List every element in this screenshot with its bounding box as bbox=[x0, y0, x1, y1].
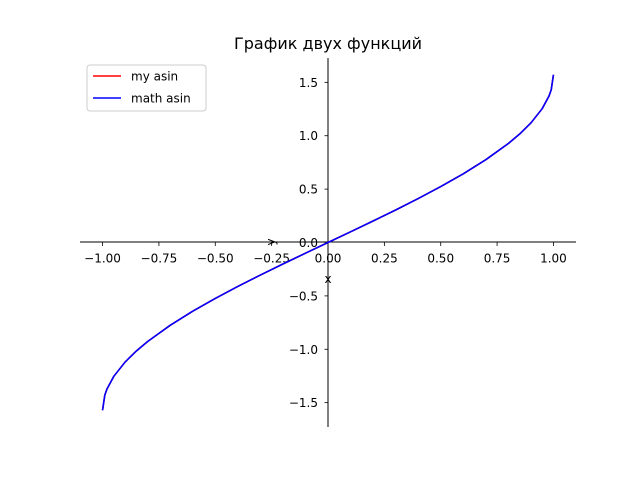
y-ticks: −1.5 −1.0 −0.5 0.0 0.5 1.0 1.5 bbox=[289, 76, 328, 410]
x-tick-label: 0.25 bbox=[371, 252, 398, 266]
x-axis-label: x bbox=[324, 272, 331, 286]
y-axis-label: y bbox=[264, 238, 278, 245]
y-tick-label: 0.5 bbox=[299, 183, 318, 197]
x-tick-label: 0.00 bbox=[315, 252, 342, 266]
y-tick-label: −0.5 bbox=[289, 289, 318, 303]
y-tick-label: 1.5 bbox=[299, 76, 318, 90]
x-tick-label: −0.25 bbox=[253, 252, 290, 266]
x-tick-label: −0.50 bbox=[197, 252, 234, 266]
x-ticks: −1.00 −0.75 −0.50 −0.25 0.00 0.25 0.50 0.75 1.00 bbox=[84, 242, 567, 266]
x-tick-label: −0.75 bbox=[141, 252, 178, 266]
x-tick-label: 0.75 bbox=[484, 252, 511, 266]
legend: my asin math asin bbox=[86, 64, 207, 112]
chart-title: График двух функций bbox=[234, 34, 422, 53]
y-tick-label: 0.0 bbox=[299, 236, 318, 250]
x-tick-label: 0.50 bbox=[427, 252, 454, 266]
series-layer bbox=[101, 74, 555, 411]
series-line-math-asin bbox=[101, 74, 555, 411]
x-tick-label: −1.00 bbox=[84, 252, 121, 266]
legend-label-my-asin: my asin bbox=[131, 70, 178, 84]
y-tick-label: −1.5 bbox=[289, 396, 318, 410]
y-tick-label: −1.0 bbox=[289, 343, 318, 357]
legend-label-math-asin: math asin bbox=[131, 92, 191, 106]
y-tick-label: 1.0 bbox=[299, 129, 318, 143]
x-tick-label: 1.00 bbox=[540, 252, 567, 266]
